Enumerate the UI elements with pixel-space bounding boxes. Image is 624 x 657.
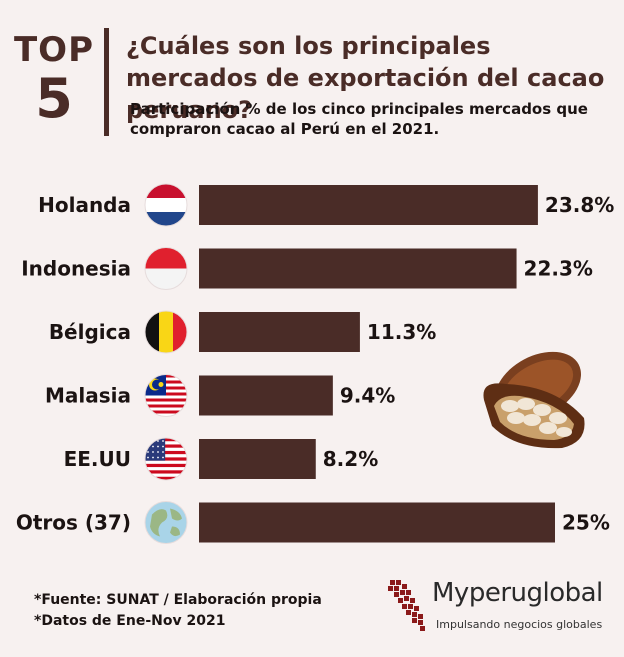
- myperuglobal-logo: Myperuglobal Impulsando negocios globale…: [384, 574, 614, 644]
- title-divider: [104, 28, 109, 136]
- category-label: EE.UU: [64, 447, 131, 471]
- data-label: 22.3%: [524, 257, 593, 281]
- chart-subtitle: Participación % de los cinco principales…: [130, 100, 588, 138]
- bar-otros-37-: [199, 502, 555, 543]
- bar-malasia: [199, 375, 333, 416]
- bar-ee-uu: [199, 439, 316, 479]
- bar-holanda: [199, 185, 538, 225]
- bar-indonesia: [199, 248, 517, 289]
- data-label: 11.3%: [367, 320, 436, 344]
- bar-b-lgica: [199, 312, 360, 352]
- source-note: *Fuente: SUNAT / Elaboración propia: [34, 592, 322, 608]
- category-label: Malasia: [45, 384, 131, 408]
- footer-notes: *Fuente: SUNAT / Elaboración propia *Dat…: [34, 590, 322, 632]
- cacao-pod-icon: [483, 351, 585, 449]
- date-note: *Datos de Ene-Nov 2021: [34, 613, 226, 629]
- data-label: 9.4%: [340, 384, 395, 408]
- indonesia-flag-icon: [144, 247, 188, 290]
- belgium-flag-icon: [144, 310, 188, 354]
- usa-flag-icon: [144, 437, 188, 481]
- chart-title: ¿Cuáles son los principales mercados de …: [126, 32, 605, 124]
- category-label: Indonesia: [21, 257, 131, 281]
- top-5-badge: TOP 5: [10, 30, 98, 128]
- category-label: Otros (37): [16, 511, 131, 535]
- logo-brand-name: Myperuglobal: [432, 578, 603, 608]
- category-label: Holanda: [38, 193, 131, 217]
- category-label: Bélgica: [49, 320, 131, 344]
- data-label: 25%: [562, 511, 610, 535]
- peru-map-icon: [388, 580, 425, 631]
- bar-chart: Holanda 23.8% Indonesia 22.3% Bélgica 11.3% Ma…: [16, 183, 614, 544]
- badge-number: 5: [35, 67, 73, 130]
- logo-tagline: Impulsando negocios globales: [436, 618, 603, 631]
- malaysia-flag-icon: [144, 374, 188, 417]
- netherlands-flag-icon: [144, 183, 188, 227]
- badge-top-text: TOP: [13, 30, 94, 70]
- globe-icon: [144, 501, 188, 544]
- data-label: 8.2%: [323, 447, 378, 471]
- data-label: 23.8%: [545, 193, 614, 217]
